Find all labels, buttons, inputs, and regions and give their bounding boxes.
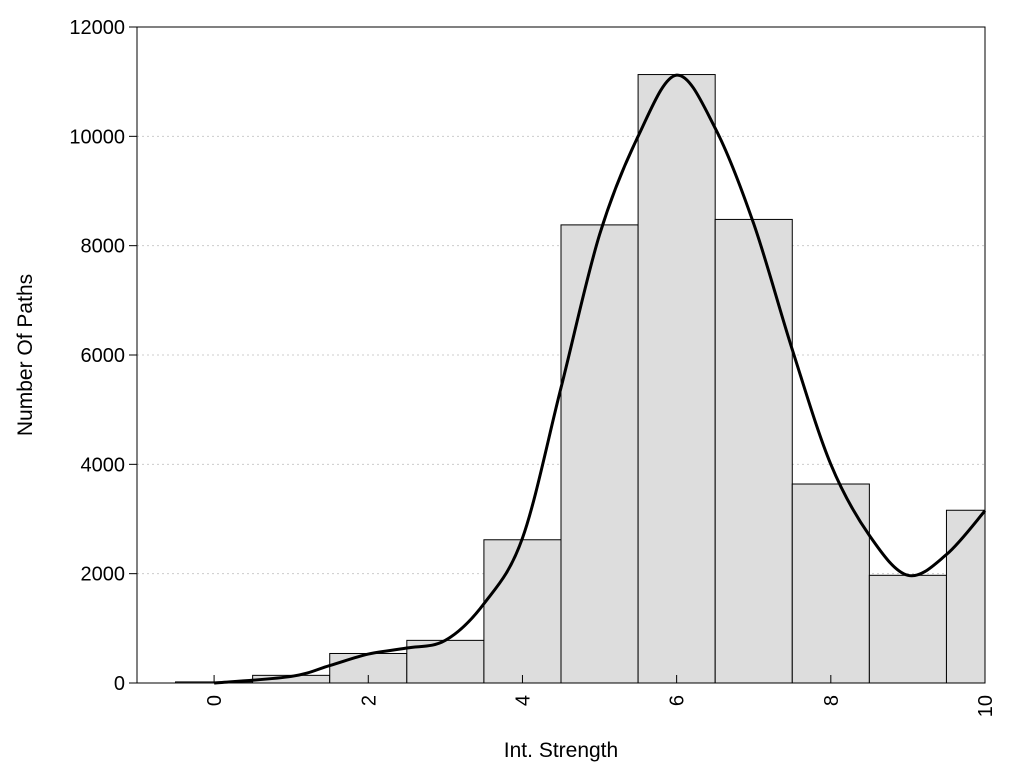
y-tick-label: 6000 [81,345,126,367]
y-tick-label: 0 [114,673,125,695]
x-tick-label: 4 [512,695,534,706]
y-axis-title: Number Of Paths [14,274,37,436]
histogram-bar [868,574,947,684]
y-tick-label: 10000 [69,126,125,148]
x-axis-ticks: 0 2 4 6 8 10 [204,675,997,717]
histogram-bar [714,218,793,684]
y-tick-label: 12000 [69,17,125,39]
y-tick-label: 2000 [81,564,126,586]
histogram-bars [175,74,986,684]
x-tick-label: 8 [821,695,843,706]
histogram-bar [945,509,986,684]
histogram-bar [483,539,562,684]
x-tick-label: 2 [358,695,380,706]
histogram-bar [791,483,870,684]
y-tick-label: 4000 [81,454,126,476]
x-axis-title: Int. Strength [504,739,618,762]
y-tick-label: 8000 [81,236,126,258]
histogram-bar [637,74,716,684]
x-tick-label: 10 [975,695,997,717]
y-axis-ticks: 0 2000 4000 6000 8000 10000 12000 [69,17,137,695]
density-curve [213,73,987,685]
x-tick-label: 6 [667,695,689,706]
x-tick-label: 0 [204,695,226,706]
histogram-bar [560,224,639,684]
